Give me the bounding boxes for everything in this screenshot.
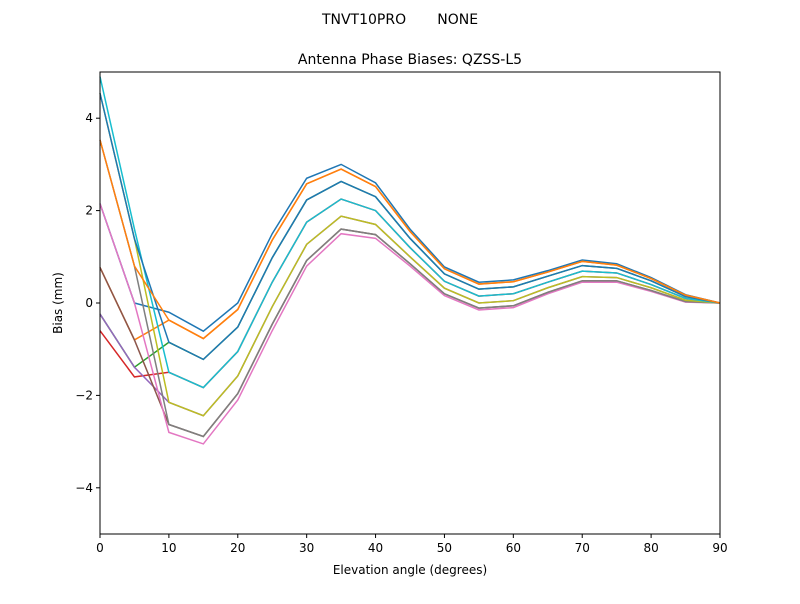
series-line-10 bbox=[99, 93, 721, 361]
x-axis-label: Elevation angle (degrees) bbox=[333, 563, 487, 577]
series-line-0 bbox=[99, 163, 721, 333]
x-tick-label: 0 bbox=[96, 541, 104, 555]
x-tick-label: 10 bbox=[161, 541, 176, 555]
y-tick-label: −4 bbox=[75, 481, 93, 495]
chart-title: Antenna Phase Biases: QZSS-L5 bbox=[298, 52, 522, 68]
series-line-4 bbox=[99, 215, 721, 417]
axis-ticks: 0 10 20 30 40 50 60 70 80 90 −4 −2 0 2 4 bbox=[75, 111, 727, 555]
series-lines bbox=[99, 76, 721, 445]
x-tick-label: 40 bbox=[368, 541, 383, 555]
x-tick-label: 70 bbox=[575, 541, 590, 555]
series-line-3 bbox=[99, 198, 721, 389]
x-tick-label: 30 bbox=[299, 541, 314, 555]
x-tick-label: 50 bbox=[437, 541, 452, 555]
series-line-7 bbox=[99, 139, 721, 438]
x-tick-label: 90 bbox=[712, 541, 727, 555]
y-tick-label: 0 bbox=[85, 296, 93, 310]
series-line-2 bbox=[99, 180, 721, 369]
series-line-1 bbox=[99, 168, 721, 342]
y-tick-label: 2 bbox=[85, 204, 93, 218]
plot-frame bbox=[99, 71, 721, 535]
series-line-8 bbox=[99, 93, 721, 417]
series-line-6 bbox=[99, 203, 721, 445]
series-line-11 bbox=[99, 139, 721, 340]
y-axis-label: Bias (mm) bbox=[51, 272, 65, 334]
y-tick-label: 4 bbox=[85, 111, 93, 125]
chart-suptitle: TNVT10PRO NONE bbox=[321, 12, 478, 28]
y-tick-label: −2 bbox=[75, 388, 93, 402]
series-line-9 bbox=[99, 76, 721, 389]
x-tick-label: 60 bbox=[506, 541, 521, 555]
x-tick-label: 80 bbox=[643, 541, 658, 555]
x-tick-label: 20 bbox=[230, 541, 245, 555]
